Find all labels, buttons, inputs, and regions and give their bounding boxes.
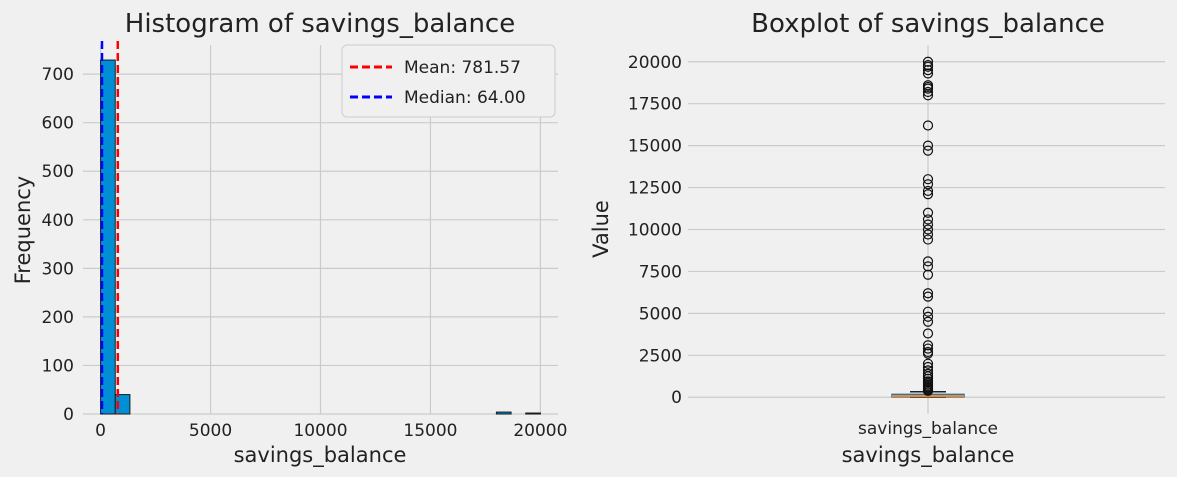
histogram-x-tick-label: 0 xyxy=(95,421,106,441)
boxplot-y-tick-label: 12500 xyxy=(628,179,682,199)
boxplot-ticks: 0 2500 5000 7500 10000 12500 15000 17500 20000 xyxy=(628,53,682,408)
boxplot-y-tick-label: 17500 xyxy=(628,95,682,115)
boxplot-outlier xyxy=(922,269,934,280)
histogram-x-tick-label: 20000 xyxy=(513,421,567,441)
histogram-x-tick-label: 5000 xyxy=(189,421,232,441)
boxplot-outlier xyxy=(922,56,934,67)
boxplot-y-tick-label: 20000 xyxy=(628,53,682,73)
boxplot-outliers xyxy=(922,56,934,396)
histogram-bar xyxy=(495,411,512,415)
histogram-x-tick-label: 10000 xyxy=(293,421,347,441)
histogram-title: Histogram of savings_balance xyxy=(125,9,515,39)
boxplot-outlier xyxy=(922,288,934,299)
histogram-y-tick-label: 200 xyxy=(42,308,74,328)
boxplot-outlier xyxy=(922,86,934,98)
boxplot-outlier xyxy=(922,179,934,190)
boxplot-ylabel: Value xyxy=(589,200,613,258)
boxplot-y-tick-label: 7500 xyxy=(639,262,682,282)
boxplot-outlier xyxy=(922,120,934,131)
boxplot-outlier xyxy=(922,365,934,376)
histogram-x-tick-label: 15000 xyxy=(403,421,457,441)
boxplot-y-tick-label: 5000 xyxy=(639,304,682,324)
histogram-legend: Mean: 781.57 Median: 64.00 xyxy=(341,44,556,118)
histogram-bar xyxy=(100,59,116,415)
histogram-xlabel: savings_balance xyxy=(234,443,407,468)
boxplot-outlier xyxy=(922,65,934,76)
boxplot-outlier xyxy=(922,214,934,225)
boxplot-outlier xyxy=(922,83,934,94)
histogram-ticks: 0 100 200 300 400 500 600 700 0 5000 10000 15000 200… xyxy=(42,65,568,441)
histogram-bar xyxy=(525,412,541,415)
histogram-y-tick-label: 600 xyxy=(42,114,74,134)
histogram-y-tick-label: 500 xyxy=(42,162,74,182)
histogram-vlines xyxy=(100,41,120,414)
boxplot-outlier xyxy=(922,224,934,235)
boxplot-chart: Boxplot of savings_balance 0 2500 5000 7500… xyxy=(589,9,1165,468)
boxplot-y-tick-label: 15000 xyxy=(628,137,682,157)
boxplot-outlier xyxy=(922,306,934,317)
legend-median-label: Median: 64.00 xyxy=(404,88,526,108)
histogram-bar xyxy=(114,394,131,415)
histogram-y-tick-label: 400 xyxy=(42,211,74,231)
boxplot-outlier xyxy=(922,291,934,302)
boxplot-outlier xyxy=(922,219,934,230)
boxplot-outlier xyxy=(922,189,934,200)
boxplot-title: Boxplot of savings_balance xyxy=(751,9,1105,39)
histogram-y-tick-label: 300 xyxy=(42,259,74,279)
boxplot-outlier xyxy=(922,207,934,218)
boxplot-outlier xyxy=(922,348,934,359)
legend-mean-label: Mean: 781.57 xyxy=(404,58,521,78)
boxplot-outlier xyxy=(922,68,934,79)
boxplot-outlier xyxy=(922,174,934,185)
histogram-y-tick-label: 100 xyxy=(42,356,74,376)
legend-box xyxy=(341,44,556,118)
boxplot-outlier xyxy=(922,328,934,339)
boxplot-outlier xyxy=(922,256,934,267)
boxplot-outlier xyxy=(922,316,934,327)
boxplot-outlier xyxy=(922,185,934,197)
boxplot-category-label: savings_balance xyxy=(858,419,998,439)
histogram-bars xyxy=(100,59,541,415)
boxplot-outlier xyxy=(922,145,934,156)
boxplot-y-tick-label: 0 xyxy=(671,388,682,408)
boxplot-xlabel: savings_balance xyxy=(842,443,1015,468)
boxplot-outlier xyxy=(922,340,934,351)
boxplot-y-tick-label: 10000 xyxy=(628,221,682,241)
boxplot-outlier xyxy=(922,61,934,72)
histogram-ylabel: Frequency xyxy=(11,176,35,285)
boxplot-outlier xyxy=(922,343,934,354)
boxplot-outlier xyxy=(922,385,934,396)
boxplot-outlier xyxy=(922,140,934,151)
boxplot-outlier xyxy=(922,311,934,322)
boxplot-outlier xyxy=(922,90,934,101)
boxplot-outlier xyxy=(922,358,934,369)
boxplot-y-tick-label: 2500 xyxy=(639,346,682,366)
boxplot-outlier xyxy=(922,229,934,240)
boxplot-outlier xyxy=(922,261,934,272)
boxplot-outlier xyxy=(922,234,934,245)
histogram-y-tick-label: 700 xyxy=(42,65,74,85)
histogram-y-tick-label: 0 xyxy=(63,405,74,425)
